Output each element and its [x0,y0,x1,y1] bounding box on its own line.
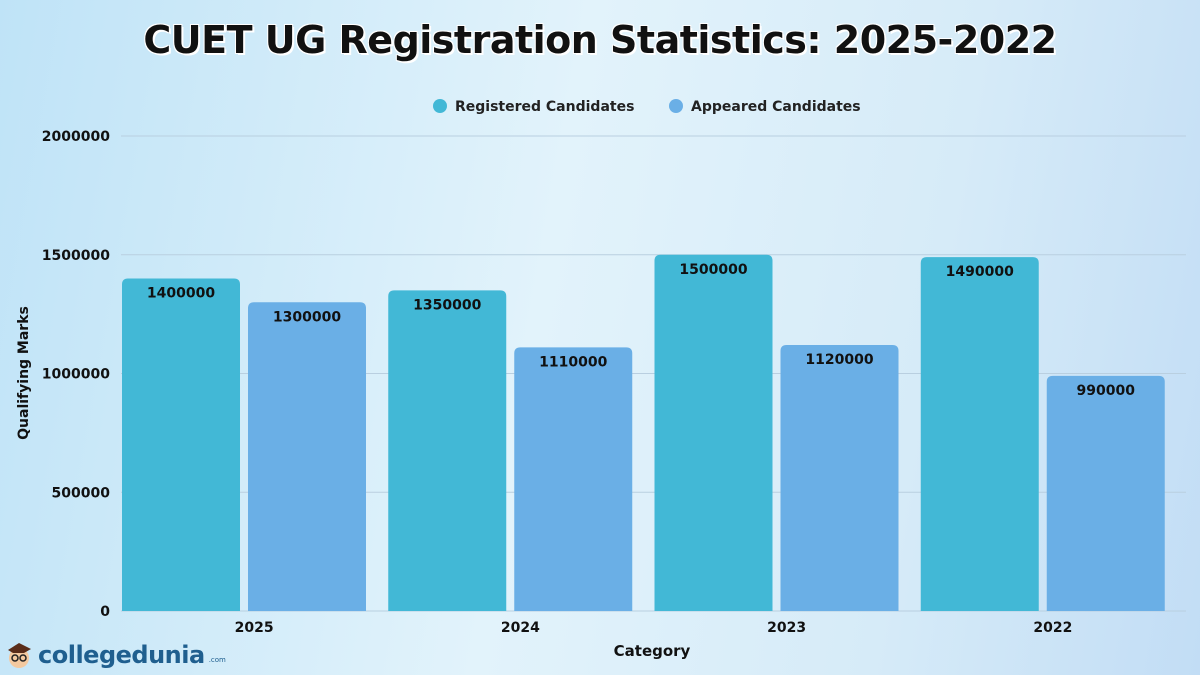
data-label: 1400000 [147,286,215,302]
bar-appeared-candidates [248,302,366,611]
data-label: 1300000 [273,309,341,325]
y-tick-label: 1000000 [42,367,110,383]
legend-marker [433,99,447,113]
data-label: 1120000 [805,352,873,368]
bar-registered-candidates [654,254,773,611]
y-tick-label: 0 [100,604,110,620]
y-tick-label: 2000000 [42,129,110,145]
logo-suffix: .com [208,656,226,664]
x-tick-label: 2024 [501,620,540,636]
y-tick-label: 1500000 [42,248,110,264]
legend-label: Registered Candidates [455,99,634,115]
collegedunia-logo: collegedunia .com [4,640,226,670]
legend-marker [669,99,683,113]
bar-appeared-candidates [1046,375,1165,611]
data-label: 990000 [1077,383,1136,399]
x-tick-label: 2022 [1033,620,1072,636]
bar-appeared-candidates [514,347,633,611]
mascot-icon [8,643,31,668]
chart-title: CUET UG Registration Statistics: 2025-20… [143,18,1057,62]
y-axis-label: Qualifying Marks [16,306,32,440]
bar-registered-candidates [388,290,507,611]
x-axis-label: Category [614,642,691,660]
logo-text: collegedunia [38,641,205,669]
bar-appeared-candidates [780,345,899,611]
data-label: 1110000 [539,354,607,370]
x-tick-label: 2025 [235,620,274,636]
bar-registered-candidates [122,278,240,611]
data-label: 1490000 [946,264,1014,280]
legend-label: Appeared Candidates [691,99,861,115]
data-label: 1350000 [413,297,481,313]
bar-registered-candidates [920,257,1039,611]
y-tick-label: 500000 [52,485,111,501]
data-label: 1500000 [679,262,747,278]
x-tick-label: 2023 [767,620,806,636]
